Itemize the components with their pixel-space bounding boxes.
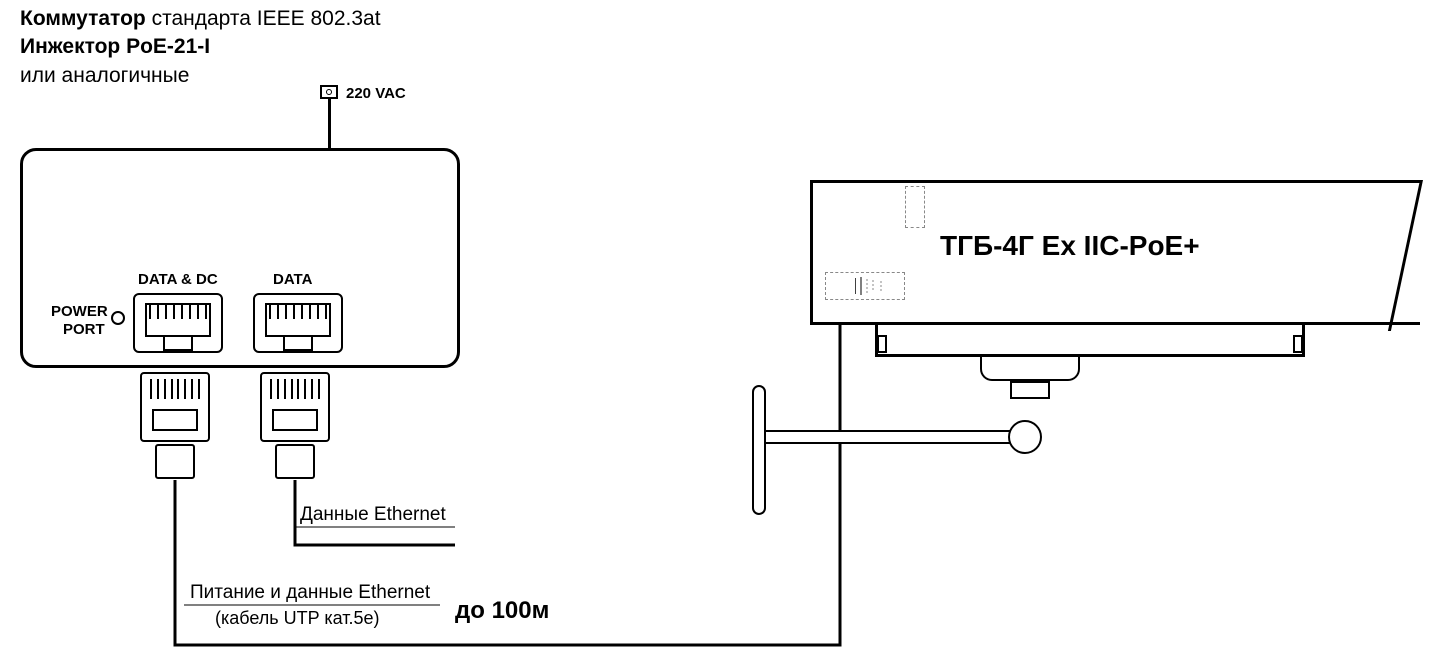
header-block: Коммутатор стандарта IEEE 802.3at Инжект… (20, 5, 381, 90)
voltage-label: 220 VAC (346, 85, 406, 102)
rj45-plug-data-dc (140, 372, 210, 492)
camera-top-detail (905, 186, 925, 228)
rj45-plug-data (260, 372, 330, 492)
port-label-data-dc: DATA & DC (138, 271, 218, 288)
poe-injector: DATA & DC DATA POWER PORT (20, 148, 460, 368)
header-line1-rest: стандарта IEEE 802.3at (146, 7, 381, 30)
header-line1: Коммутатор стандарта IEEE 802.3at (20, 5, 381, 33)
power-data-cable-sub: (кабель UTP кат.5e) (215, 608, 380, 629)
power-data-cable-label: Питание и данные Ethernet (190, 582, 430, 604)
mount-arm-horizontal (752, 430, 1012, 444)
header-line1-bold: Коммутатор (20, 7, 146, 30)
camera-fastener-right (1293, 335, 1303, 353)
port-label-data: DATA (273, 271, 312, 288)
header-line2: Инжектор PoE-21-I (20, 33, 381, 61)
distance-label: до 100м (455, 597, 549, 625)
camera-pivot (1010, 381, 1050, 399)
data-cable-label: Данные Ethernet (300, 504, 446, 526)
power-cable (328, 98, 331, 151)
camera-gland-detail (855, 276, 915, 296)
mount-arm-joint (1008, 420, 1042, 454)
power-port-label-2: PORT (63, 321, 105, 338)
power-plug-icon (320, 85, 338, 99)
camera-model-label: ТГБ-4Г Ex IIC-PoE+ (940, 230, 1200, 262)
camera-fastener-left (877, 335, 887, 353)
camera-bracket (980, 357, 1080, 381)
power-port-icon (111, 311, 125, 325)
rj45-socket-data-dc (133, 293, 223, 353)
rj45-socket-data (253, 293, 343, 353)
mount-arm-vertical (752, 385, 766, 515)
camera-baseplate (875, 325, 1305, 357)
power-port-label-1: POWER (51, 303, 108, 320)
